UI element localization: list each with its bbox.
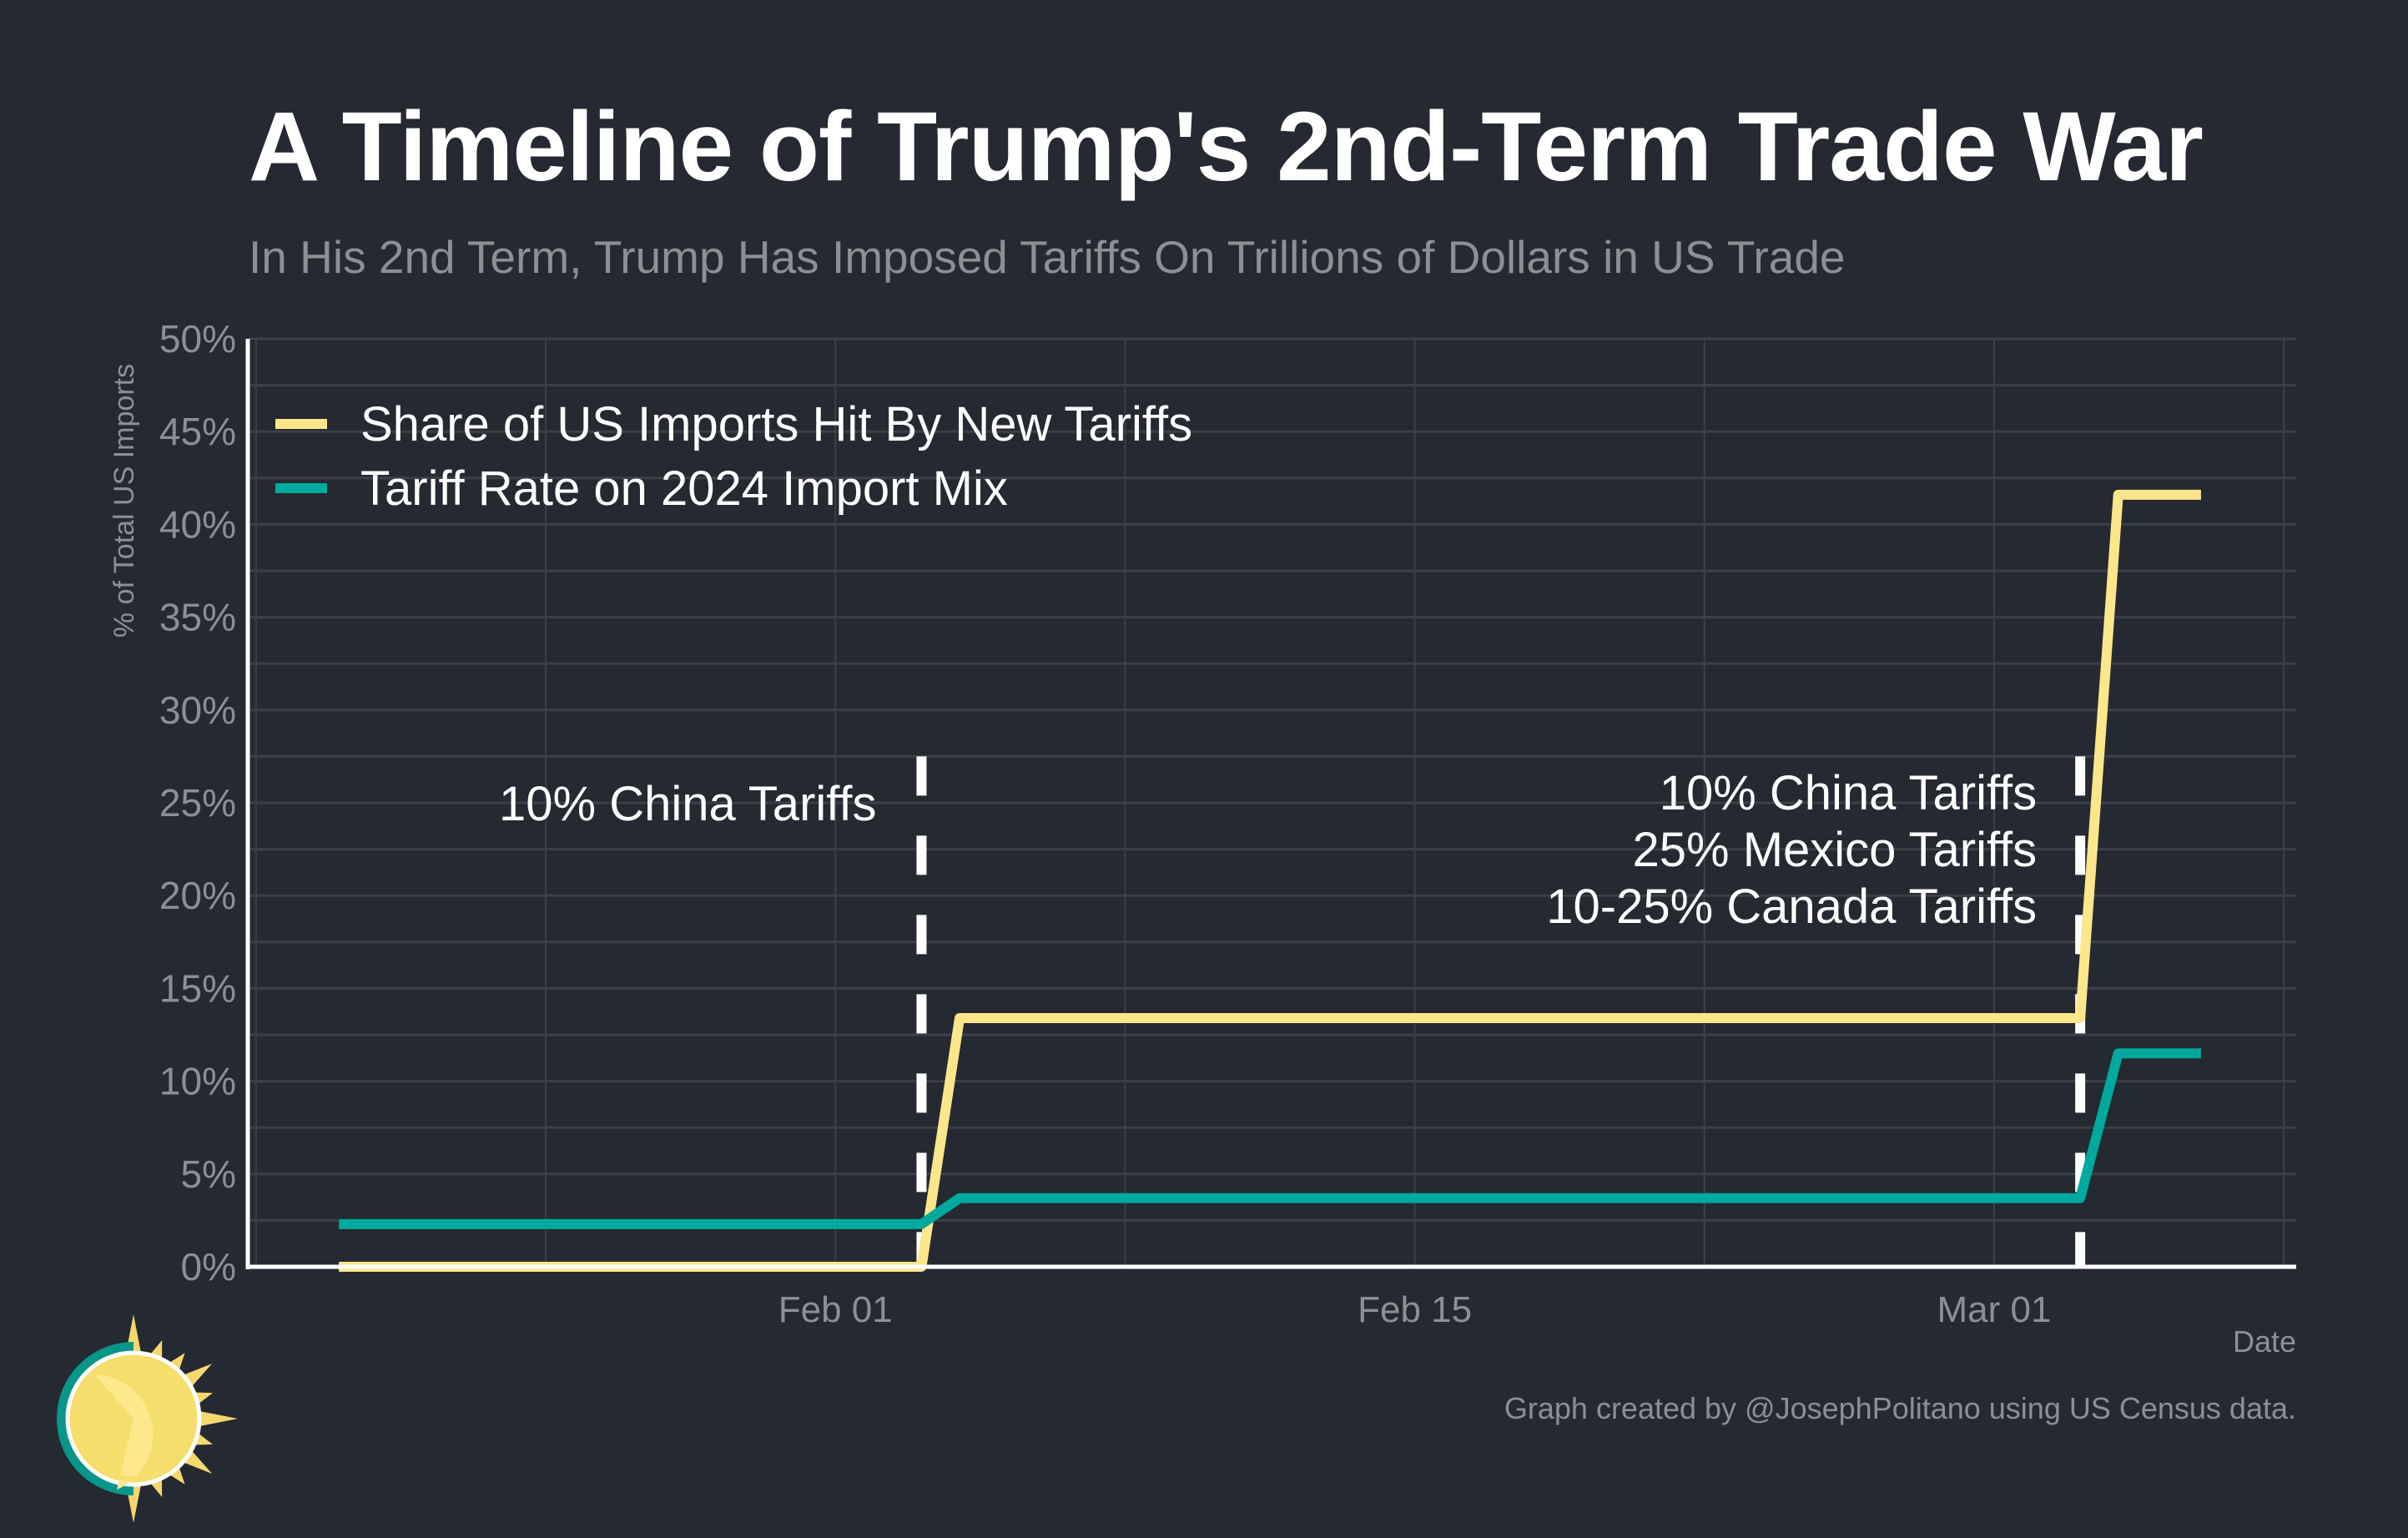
legend-swatch xyxy=(275,419,327,429)
axes xyxy=(245,339,2296,1269)
chart-title: A Timeline of Trump's 2nd-Term Trade War xyxy=(249,92,2204,202)
y-tick-label: 25% xyxy=(159,781,236,824)
y-tick-label: 40% xyxy=(159,502,236,546)
annotation-text: 10-25% Canada Tariffs xyxy=(1546,880,2037,934)
legend-label: Share of US Imports Hit By New Tariffs xyxy=(360,397,1192,451)
y-tick-label: 5% xyxy=(181,1152,236,1196)
x-tick-label: Feb 15 xyxy=(1358,1289,1472,1330)
annotation-text: 10% China Tariffs xyxy=(499,777,876,831)
chart-subtitle: In His 2nd Term, Trump Has Imposed Tarif… xyxy=(249,231,1846,283)
y-axis-label: % of Total US Imports xyxy=(108,364,140,638)
legend: Share of US Imports Hit By New Tariffs Ta… xyxy=(275,397,1192,516)
y-tick-label: 35% xyxy=(159,596,236,639)
y-axis-ticks: 0% 5% 10% 15% 20% 25% 30% 35% 40% 45% 50% xyxy=(159,317,236,1288)
y-tick-label: 45% xyxy=(159,410,236,453)
y-tick-label: 20% xyxy=(159,874,236,917)
annotation-text: 10% China Tariffs xyxy=(1660,766,2037,820)
legend-swatch xyxy=(275,483,327,493)
sun-ray xyxy=(191,1409,238,1428)
x-axis-label: Date xyxy=(2233,1324,2296,1359)
y-tick-label: 10% xyxy=(159,1060,236,1103)
sun-logo-icon xyxy=(57,1314,238,1523)
x-tick-label: Mar 01 xyxy=(1937,1289,2051,1330)
x-tick-label: Feb 01 xyxy=(778,1289,893,1330)
x-axis-ticks: Feb 01 Feb 15 Mar 01 xyxy=(778,1289,2052,1330)
y-tick-label: 15% xyxy=(159,966,236,1010)
y-tick-label: 30% xyxy=(159,688,236,732)
y-tick-label: 50% xyxy=(159,317,236,361)
annotation-text: 25% Mexico Tariffs xyxy=(1633,823,2038,877)
source-caption: Graph created by @JosephPolitano using U… xyxy=(1504,1391,2296,1425)
series-line-tariff-rate xyxy=(339,1048,2201,1229)
grid xyxy=(248,337,2296,1268)
legend-label: Tariff Rate on 2024 Import Mix xyxy=(360,461,1008,516)
y-tick-label: 0% xyxy=(181,1245,236,1288)
